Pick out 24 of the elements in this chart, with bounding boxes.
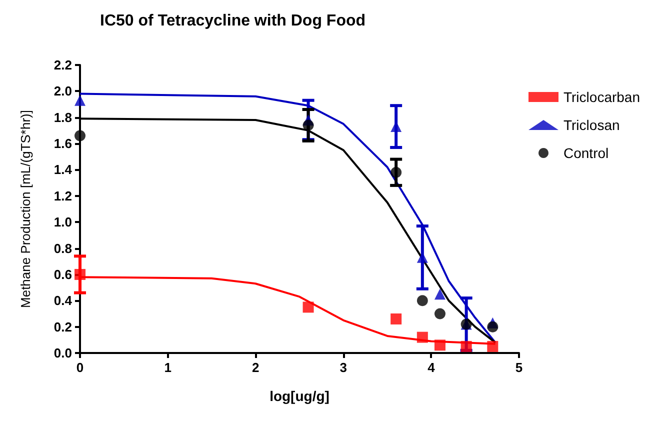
- x-tick-label: 1: [164, 360, 172, 375]
- x-tick-label: 4: [428, 360, 436, 375]
- x-tick-label: 0: [76, 360, 84, 375]
- y-tick-label: 0.0: [54, 346, 72, 360]
- legend-label: Triclocarban: [563, 89, 640, 105]
- legend-label: Triclosan: [563, 117, 620, 133]
- x-tick-label: 3: [340, 360, 348, 375]
- y-tick-label: 0.6: [54, 266, 72, 282]
- x-tick-label: 2: [252, 360, 260, 375]
- x-axis-title: log[ug/g]: [270, 388, 330, 404]
- y-tick-label: 0.8: [54, 240, 72, 256]
- y-axis-title: Methane Production [mL/(gTS*hr)]: [18, 110, 33, 308]
- y-tick-label: 1.4: [54, 162, 73, 178]
- y-tick-label: 2.0: [54, 84, 72, 99]
- x-tick-label: 5: [515, 360, 523, 375]
- y-tick-label: 0.4: [54, 293, 73, 308]
- y-tick-label: 1.0: [54, 214, 72, 230]
- y-tick-label: 0.2: [54, 319, 72, 334]
- y-tick-label: 1.8: [54, 110, 72, 125]
- legend-label: Control: [563, 145, 609, 161]
- y-tick-label: 1.2: [54, 188, 72, 204]
- y-tick-label: 1.6: [54, 136, 72, 152]
- y-tick-label: 2.2: [54, 58, 72, 72]
- chart-title: IC50 of Tetracycline with Dog Food: [100, 12, 366, 30]
